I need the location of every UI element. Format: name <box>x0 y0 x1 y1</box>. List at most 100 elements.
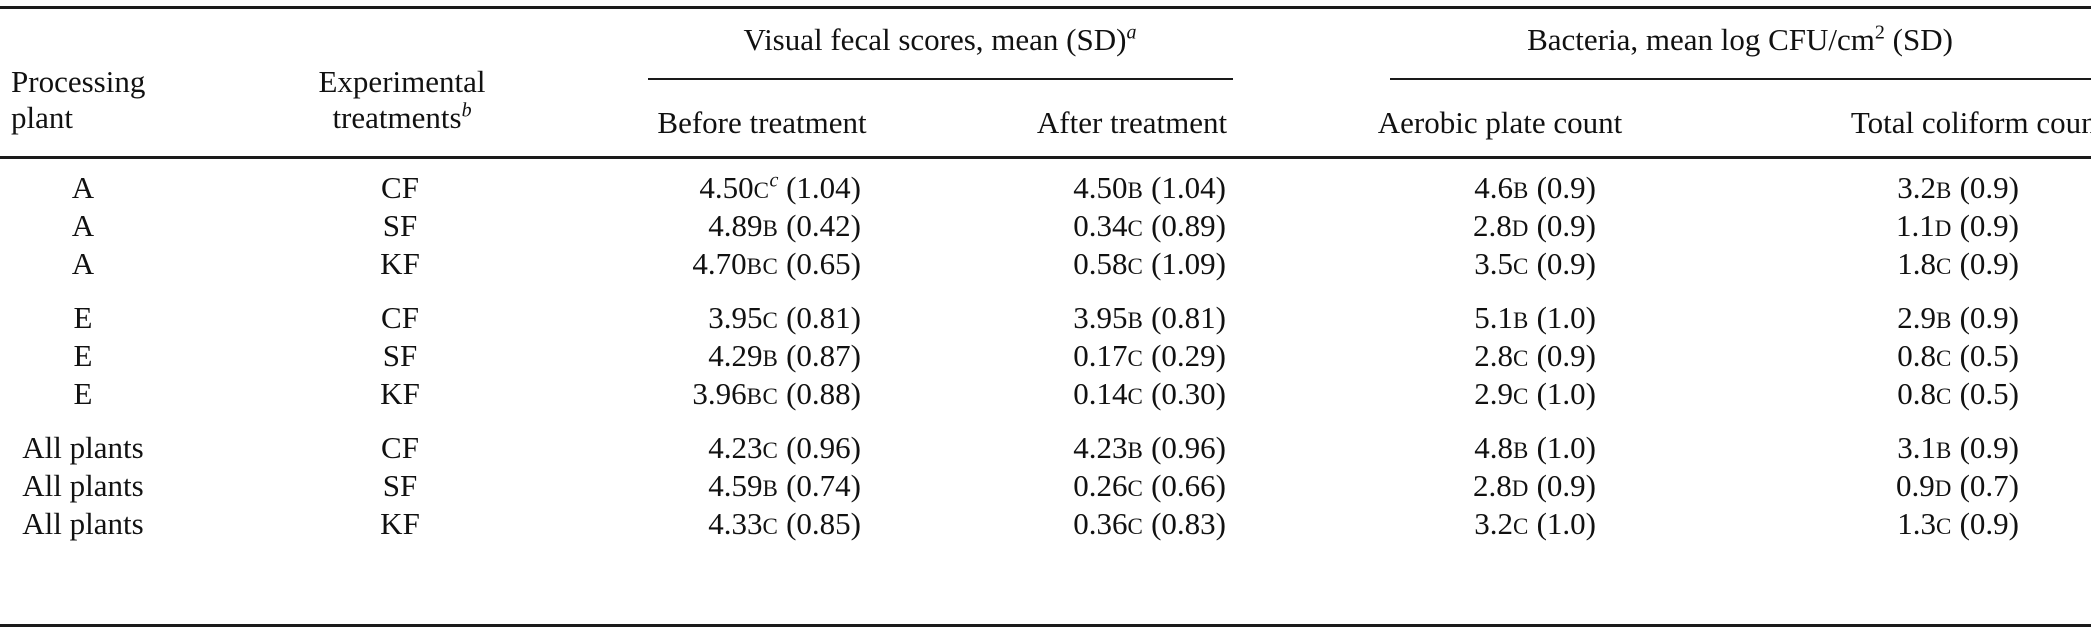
cell-before-treatment-sd: (0.65) <box>778 246 861 281</box>
cell-before-treatment-value: 4.29 <box>708 338 763 373</box>
cell-after-treatment: 0.17C (0.29) <box>1073 338 1226 377</box>
cell-before-treatment-letter: C <box>762 308 779 333</box>
cell-treatment: SF <box>382 208 418 243</box>
cell-total-coliform-count-letter: C <box>1936 346 1952 371</box>
cell-aerobic-plate-count-letter: D <box>1511 216 1529 241</box>
cell-treatment: CF <box>381 430 419 465</box>
cell-after-treatment-value: 4.23 <box>1073 430 1128 465</box>
cell-aerobic-plate-count-letter: D <box>1511 476 1529 501</box>
cell-total-coliform-count: 1.3C (0.9) <box>1897 506 2019 545</box>
cell-aerobic-plate-count-sd: (1.0) <box>1528 300 1596 335</box>
cell-total-coliform-count-sd: (0.9) <box>1951 246 2019 281</box>
cell-after-treatment-sd: (0.66) <box>1143 468 1226 503</box>
cell-before-treatment-value: 3.95 <box>708 300 763 335</box>
cell-aerobic-plate-count-value: 3.2 <box>1474 506 1513 541</box>
cell-before-treatment-value: 4.59 <box>708 468 763 503</box>
cell-before-treatment: 4.50Cc (1.04) <box>699 170 861 209</box>
cell-total-coliform-count-letter: D <box>1934 216 1952 241</box>
cell-before-treatment-sd: (0.96) <box>778 430 861 465</box>
cell-after-treatment-letter: B <box>1127 438 1144 463</box>
header-group-visual-label: Visual fecal scores, mean (SD) <box>743 22 1127 57</box>
cell-total-coliform-count-letter: C <box>1936 514 1952 539</box>
bottom-rule <box>0 624 2091 627</box>
cell-total-coliform-count: 2.9B (0.9) <box>1897 300 2019 339</box>
cell-before-treatment-letter: B <box>762 476 779 501</box>
header-bottom-rule <box>0 156 2091 159</box>
cell-after-treatment-value: 3.95 <box>1073 300 1128 335</box>
cell-total-coliform-count-sd: (0.5) <box>1951 338 2019 373</box>
cell-aerobic-plate-count-letter: B <box>1513 178 1529 203</box>
cell-aerobic-plate-count-value: 4.8 <box>1474 430 1513 465</box>
cell-total-coliform-count-letter: B <box>1936 308 1952 333</box>
cell-aerobic-plate-count-value: 2.8 <box>1472 208 1512 243</box>
cell-before-treatment-letter: C <box>762 514 779 539</box>
cell-aerobic-plate-count-sd: (1.0) <box>1528 506 1596 541</box>
cell-after-treatment-sd: (0.83) <box>1143 506 1226 541</box>
cell-aerobic-plate-count: 2.8C (0.9) <box>1474 338 1596 377</box>
cell-total-coliform-count-sd: (0.5) <box>1951 376 2019 411</box>
cell-before-treatment-letter: BC <box>746 254 779 279</box>
cell-treatment: KF <box>380 246 420 281</box>
cell-plant: E <box>73 338 93 373</box>
cell-before-treatment: 3.96BC (0.88) <box>692 376 861 415</box>
header-plant-line2: plant <box>11 100 73 135</box>
cell-total-coliform-count-letter: C <box>1936 384 1952 409</box>
cell-total-coliform-count-value: 0.9 <box>1895 468 1935 503</box>
cell-before-treatment-value: 4.33 <box>708 506 763 541</box>
cell-plant: All plants <box>22 468 144 503</box>
cell-aerobic-plate-count: 3.2C (1.0) <box>1474 506 1596 545</box>
cell-aerobic-plate-count: 2.8D (0.9) <box>1473 208 1596 247</box>
cell-total-coliform-count-value: 0.8 <box>1897 376 1936 411</box>
visual-group-rule <box>648 78 1233 80</box>
cell-total-coliform-count-value: 0.8 <box>1897 338 1936 373</box>
cell-total-coliform-count-sd: (0.9) <box>1951 506 2019 541</box>
cell-total-coliform-count-value: 1.8 <box>1897 246 1936 281</box>
cell-plant: E <box>73 376 93 411</box>
cell-treatment: CF <box>381 170 419 205</box>
cell-aerobic-plate-count-sd: (0.9) <box>1528 246 1596 281</box>
cell-after-treatment-value: 0.26 <box>1073 468 1128 503</box>
cell-plant: A <box>71 208 95 243</box>
cell-after-treatment-sd: (0.29) <box>1143 338 1226 373</box>
header-after-treatment: After treatment <box>1036 105 1228 140</box>
cell-after-treatment-value: 4.50 <box>1073 170 1128 205</box>
cell-after-treatment-sd: (0.30) <box>1143 376 1226 411</box>
cell-total-coliform-count-sd: (0.9) <box>1951 300 2019 335</box>
cell-after-treatment-value: 0.36 <box>1073 506 1128 541</box>
cell-aerobic-plate-count-letter: B <box>1513 308 1529 333</box>
cell-after-treatment-value: 0.17 <box>1073 338 1128 373</box>
cell-plant: A <box>71 170 95 205</box>
cell-after-treatment-sd: (0.81) <box>1143 300 1226 335</box>
top-rule <box>0 6 2091 9</box>
cell-aerobic-plate-count-value: 2.8 <box>1474 338 1513 373</box>
cell-total-coliform-count: 1.8C (0.9) <box>1897 246 2019 285</box>
header-plant: Processing plant <box>11 64 145 136</box>
cell-total-coliform-count: 0.8C (0.5) <box>1897 338 2019 377</box>
cell-before-treatment: 4.23C (0.96) <box>708 430 861 469</box>
cell-after-treatment-letter: C <box>1127 254 1144 279</box>
cell-aerobic-plate-count-letter: C <box>1513 254 1529 279</box>
cell-before-treatment-footnote: c <box>769 169 779 192</box>
cell-after-treatment-value: 0.34 <box>1073 208 1128 243</box>
header-group-visual: Visual fecal scores, mean (SD)a <box>744 22 1137 58</box>
cell-before-treatment-value: 4.70 <box>692 246 747 281</box>
cell-total-coliform-count-value: 3.2 <box>1897 170 1936 205</box>
cell-total-coliform-count-value: 1.1 <box>1895 208 1935 243</box>
cell-before-treatment-letter: BC <box>746 384 779 409</box>
cell-before-treatment: 4.59B (0.74) <box>708 468 861 507</box>
cell-total-coliform-count: 0.9D (0.7) <box>1896 468 2019 507</box>
cell-total-coliform-count: 1.1D (0.9) <box>1896 208 2019 247</box>
cell-before-treatment-letter: C <box>753 178 770 203</box>
cell-after-treatment-value: 0.14 <box>1073 376 1128 411</box>
cell-after-treatment: 0.14C (0.30) <box>1073 376 1226 415</box>
cell-before-treatment-letter: B <box>762 216 779 241</box>
cell-treatment: KF <box>380 506 420 541</box>
cell-before-treatment: 4.70BC (0.65) <box>692 246 861 285</box>
cell-aerobic-plate-count: 2.9C (1.0) <box>1474 376 1596 415</box>
cell-aerobic-plate-count: 3.5C (0.9) <box>1474 246 1596 285</box>
header-before-treatment: Before treatment <box>657 105 867 140</box>
cell-after-treatment-letter: C <box>1127 514 1144 539</box>
cell-before-treatment: 4.29B (0.87) <box>708 338 861 377</box>
cell-after-treatment-value: 0.58 <box>1073 246 1128 281</box>
cell-total-coliform-count-letter: B <box>1936 438 1952 463</box>
